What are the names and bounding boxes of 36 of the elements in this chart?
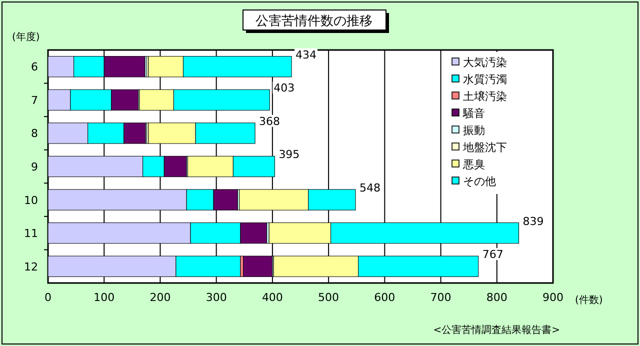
legend-label: 大気汚染 xyxy=(463,56,507,69)
annotation: 368 xyxy=(259,114,280,128)
x-tick-label: 300 xyxy=(206,291,227,304)
annotation: 395 xyxy=(278,148,300,162)
x-tick-label: 200 xyxy=(150,291,171,304)
legend-label: 悪臭 xyxy=(462,158,485,171)
annotation: 403 xyxy=(274,82,295,95)
y-tick-label: 9 xyxy=(31,160,38,174)
y-tick-label: 11 xyxy=(24,227,38,240)
text: <公害苦情調査結果報告書> xyxy=(433,324,560,336)
x-tick-label: 100 xyxy=(94,291,115,304)
y-tick-label: 12 xyxy=(24,260,38,274)
x-tick-label: 900 xyxy=(542,291,564,304)
annotation: 434 xyxy=(296,48,317,62)
x-tick-label: 0 xyxy=(44,291,52,304)
x-tick-label: 700 xyxy=(430,291,452,304)
x-axis-title: (件数) xyxy=(575,295,603,306)
y-tick-label: 7 xyxy=(31,94,38,107)
x-tick-label: 400 xyxy=(262,291,283,304)
y-tick-label: 6 xyxy=(31,60,38,74)
legend-label: 騒音 xyxy=(462,107,485,120)
legend-label: その他 xyxy=(463,175,496,188)
legend-label: 水質汚濁 xyxy=(463,73,507,86)
annotation: 839 xyxy=(522,214,544,228)
legend-label: 振動 xyxy=(463,124,485,137)
y-tick-label: 8 xyxy=(31,127,38,140)
legend-label: 土壌汚染 xyxy=(463,90,507,103)
chart-title: 公害苦情件数の推移 xyxy=(256,13,372,29)
legend-label: 地盤沈下 xyxy=(462,141,507,154)
x-tick-label: 600 xyxy=(374,291,396,304)
y-axis-title: (年度) xyxy=(12,31,40,43)
x-tick-label: 500 xyxy=(318,291,340,304)
x-tick-label: 800 xyxy=(486,291,508,304)
annotation: 767 xyxy=(482,248,504,262)
y-tick-label: 10 xyxy=(24,194,38,207)
annotation: 548 xyxy=(359,181,380,194)
